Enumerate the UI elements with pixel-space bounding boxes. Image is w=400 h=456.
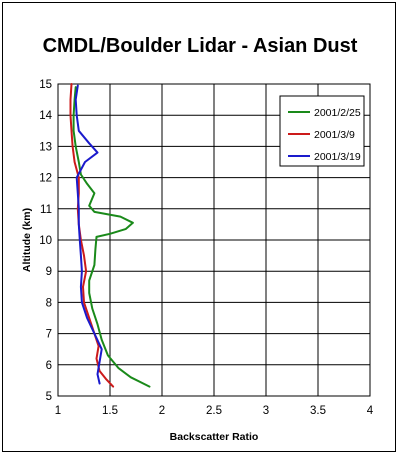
y-tick-label: 12 [39,173,52,185]
series-line-2001-3-9 [69,83,115,388]
y-tick-label: 5 [46,391,52,403]
y-axis-label: Altitude (km) [21,208,33,272]
y-tick-label: 8 [46,297,52,309]
y-tick-label: 13 [39,141,52,153]
chart-frame [2,2,396,452]
series-line-2001-2-25 [72,86,151,388]
y-tick-label: 7 [46,329,52,341]
x-tick-label: 4 [367,405,374,417]
x-tick-label: 1.5 [102,405,118,417]
chart-title: CMDL/Boulder Lidar - Asian Dust [43,35,358,57]
y-tick-label: 10 [39,235,52,247]
x-tick-label: 1 [55,405,61,417]
legend-label: 2001/3/19 [314,151,361,163]
y-tick-label: 14 [39,110,52,122]
legend-box [279,95,365,167]
plot-area [57,83,371,397]
series-line-2001-3-19 [74,84,103,385]
y-tick-label: 15 [39,79,52,91]
x-tick-label: 3 [263,405,269,417]
legend: 2001/2/25 2001/3/9 2001/3/19 [279,95,365,167]
x-tick-label: 3.5 [310,405,326,417]
legend-label: 2001/3/9 [314,129,355,141]
y-tick-label: 9 [46,266,52,278]
series-layer [69,83,151,388]
y-tick-label: 11 [40,204,52,216]
x-tick-label: 2.5 [206,405,222,417]
x-tick-labels: 1 1.5 2 2.5 3 3.5 4 [55,405,374,417]
x-axis-label: Backscatter Ratio [170,431,259,443]
y-tick-label: 6 [46,360,52,372]
x-tick-label: 2 [159,405,165,417]
y-tick-labels: 5 6 7 8 9 10 11 12 13 14 15 [39,79,52,403]
legend-label: 2001/2/25 [314,107,361,119]
